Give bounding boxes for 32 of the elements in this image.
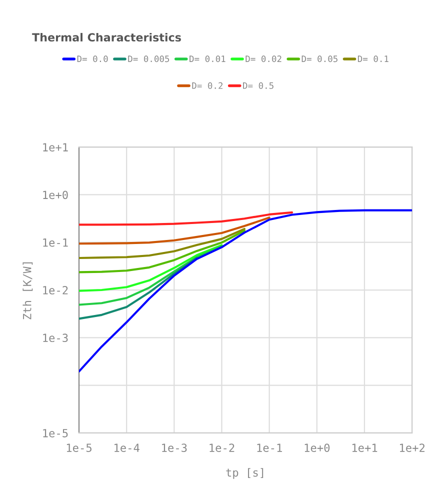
line-series — [78, 245, 223, 306]
y-tick-label: 1e-5 — [43, 429, 68, 438]
y-tick-label: 1e-3 — [43, 334, 68, 342]
x-tick-label: 1e+1 — [352, 444, 378, 452]
x-axis-title: tp [s] — [226, 468, 264, 479]
legend-label: D= 0.0 — [77, 56, 108, 62]
chart-title: Thermal Characteristics — [32, 32, 181, 42]
x-tick-label: 1e-3 — [162, 444, 187, 452]
legend-label: D= 0.1 — [358, 56, 388, 62]
legend-label: D= 0.05 — [302, 56, 338, 62]
x-tick-label: 1e-5 — [66, 444, 92, 452]
line-series — [78, 228, 246, 260]
y-tick-label: 1e+1 — [43, 143, 68, 152]
legend-label: D= 0.02 — [246, 56, 282, 62]
x-tick-label: 1e-2 — [210, 444, 234, 452]
legend-label: D= 0.2 — [192, 82, 223, 89]
y-tick-label: 1e+0 — [43, 190, 68, 200]
x-tick-label: 1e+2 — [400, 444, 424, 452]
legend-label: D= 0.5 — [243, 82, 274, 89]
y-tick-label: 1e-1 — [43, 238, 68, 247]
x-tick-label: 1e-1 — [257, 444, 282, 452]
x-tick-label: 1e-4 — [114, 444, 140, 452]
legend-label: D= 0.01 — [190, 56, 226, 62]
line-series — [78, 244, 223, 292]
line-series — [78, 256, 198, 320]
line-series — [78, 230, 246, 274]
y-axis-title: Zth [K/W] — [22, 262, 33, 320]
x-tick-label: 1e+0 — [304, 444, 330, 452]
line-series — [78, 211, 294, 226]
line-series — [78, 216, 270, 245]
y-tick-label: 1e-2 — [43, 286, 68, 294]
legend-label: D= 0.005 — [128, 56, 170, 62]
